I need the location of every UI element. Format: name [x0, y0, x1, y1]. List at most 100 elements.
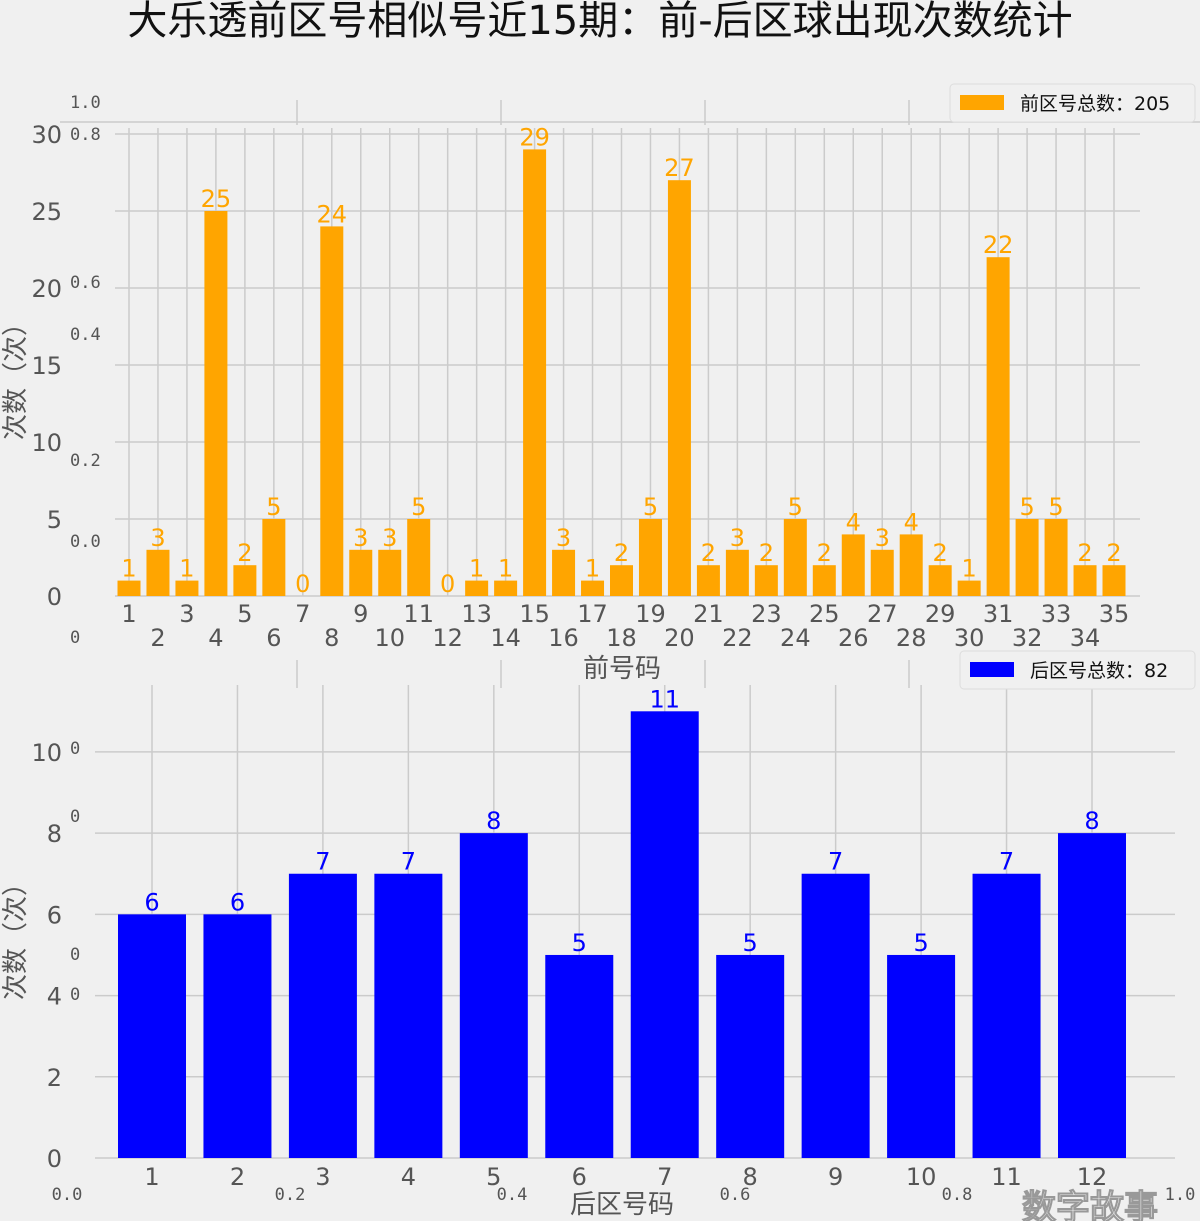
back-zone-chart: 0 2 4 6 8 10 6 1 6 2 7 3 7 4 8 5 5 6 11 7 5 8 7 9 5 10 7 11 8 12 后区号码 次… — [1, 650, 1196, 1220]
bar — [349, 549, 373, 596]
data-label: 5 — [643, 493, 658, 521]
legend-frame — [949, 83, 1196, 123]
data-label: 1 — [962, 555, 977, 583]
data-label: 1 — [469, 555, 484, 583]
x-tick-label: 12 — [432, 624, 463, 652]
overlay-y-tick: 0 — [70, 985, 80, 1005]
y-tick-label: 20 — [31, 275, 62, 303]
x-tick-label: 20 — [664, 624, 695, 652]
bar — [407, 519, 431, 596]
bar — [899, 534, 923, 596]
x-tick-label: 4 — [401, 1163, 416, 1191]
data-label: 5 — [411, 493, 426, 521]
data-label: 1 — [498, 555, 513, 583]
y-tick-label: 6 — [47, 901, 62, 929]
overlay-y-tick: 0.4 — [70, 325, 101, 345]
bar — [233, 565, 257, 596]
x-tick-label: 32 — [1012, 624, 1043, 652]
y-tick-label: 2 — [47, 1064, 62, 1092]
data-label: 25 — [201, 185, 232, 213]
bar — [118, 914, 186, 1158]
data-label: 5 — [913, 929, 928, 957]
data-label: 1 — [121, 555, 136, 583]
data-label: 22 — [983, 231, 1014, 259]
x-tick-label: 19 — [635, 600, 666, 628]
data-label: 24 — [317, 200, 348, 228]
y-tick-label: 4 — [47, 983, 62, 1011]
x-tick-label: 17 — [577, 600, 608, 628]
x-tick-label: 10 — [374, 624, 405, 652]
chart-title: 大乐透前区号相似号近15期：前-后区球出现次数统计 — [127, 0, 1072, 44]
bar — [1073, 565, 1097, 596]
data-label: 2 — [614, 539, 629, 567]
x-axis-label: 前号码 — [583, 654, 661, 684]
bar — [638, 519, 662, 596]
bar — [203, 914, 272, 1158]
data-label: 7 — [828, 848, 843, 876]
front-zone-chart: 0510152025301132132542556072483931051101… — [1, 83, 1196, 684]
bar — [754, 565, 778, 596]
data-label: 6 — [144, 888, 159, 916]
overlay-y-tick: 0 — [70, 739, 80, 759]
x-tick-label: 6 — [266, 624, 281, 652]
bar — [957, 580, 981, 596]
x-tick-label: 8 — [743, 1163, 758, 1191]
data-label: 0 — [295, 570, 310, 598]
data-label: 3 — [730, 524, 745, 552]
data-label: 5 — [1048, 493, 1063, 521]
data-label: 8 — [1084, 807, 1099, 835]
overlay-x-tick: 0.4 — [497, 1185, 528, 1205]
data-label: 3 — [556, 524, 571, 552]
x-tick-label: 11 — [991, 1163, 1022, 1191]
bar — [716, 954, 785, 1158]
data-label: 5 — [743, 929, 758, 957]
bar — [204, 211, 228, 596]
data-label: 3 — [875, 524, 890, 552]
data-label: 3 — [150, 524, 165, 552]
y-tick-label: 15 — [31, 352, 62, 380]
x-tick-label: 12 — [1077, 1163, 1108, 1191]
x-tick-label: 34 — [1070, 624, 1101, 652]
x-tick-label: 4 — [208, 624, 223, 652]
x-tick-label: 5 — [237, 600, 252, 628]
bar — [459, 833, 528, 1158]
bar — [545, 954, 614, 1158]
x-tick-label: 7 — [295, 600, 310, 628]
x-tick-label: 10 — [906, 1163, 937, 1191]
bar — [1044, 519, 1068, 596]
data-label: 11 — [649, 685, 680, 713]
x-tick-label: 15 — [519, 600, 550, 628]
x-tick-label: 6 — [572, 1163, 587, 1191]
overlay-x-tick: 1.0 — [1165, 1185, 1196, 1205]
bar — [667, 180, 691, 596]
x-tick-label: 24 — [780, 624, 811, 652]
x-tick-label: 14 — [490, 624, 521, 652]
overlay-x-tick: 0.0 — [52, 1185, 83, 1205]
bar — [146, 549, 170, 596]
data-label: 2 — [1077, 539, 1092, 567]
bar — [262, 519, 286, 596]
x-tick-label: 31 — [983, 600, 1014, 628]
overlay-y-tick: 0.0 — [70, 532, 101, 552]
x-tick-label: 27 — [867, 600, 898, 628]
y-tick-label: 30 — [31, 121, 62, 149]
overlay-x-tick: 0.6 — [720, 1185, 751, 1205]
data-label: 8 — [486, 807, 501, 835]
bar — [378, 549, 402, 596]
watermark: 数字故事 — [1022, 1188, 1158, 1221]
data-label: 2 — [933, 539, 948, 567]
overlay-y-tick: 0 — [70, 628, 80, 648]
bar — [610, 565, 633, 596]
x-tick-label: 30 — [954, 624, 985, 652]
y-tick-label: 0 — [47, 583, 62, 611]
data-label: 4 — [904, 508, 919, 536]
bar — [320, 226, 344, 596]
y-tick-label: 5 — [47, 506, 62, 534]
x-tick-label: 25 — [809, 600, 840, 628]
bar — [523, 149, 547, 596]
y-axis-label: 次数（次） — [1, 310, 31, 440]
bar — [117, 580, 141, 596]
x-tick-label: 21 — [693, 600, 724, 628]
bar — [696, 565, 720, 596]
bar — [972, 873, 1041, 1158]
